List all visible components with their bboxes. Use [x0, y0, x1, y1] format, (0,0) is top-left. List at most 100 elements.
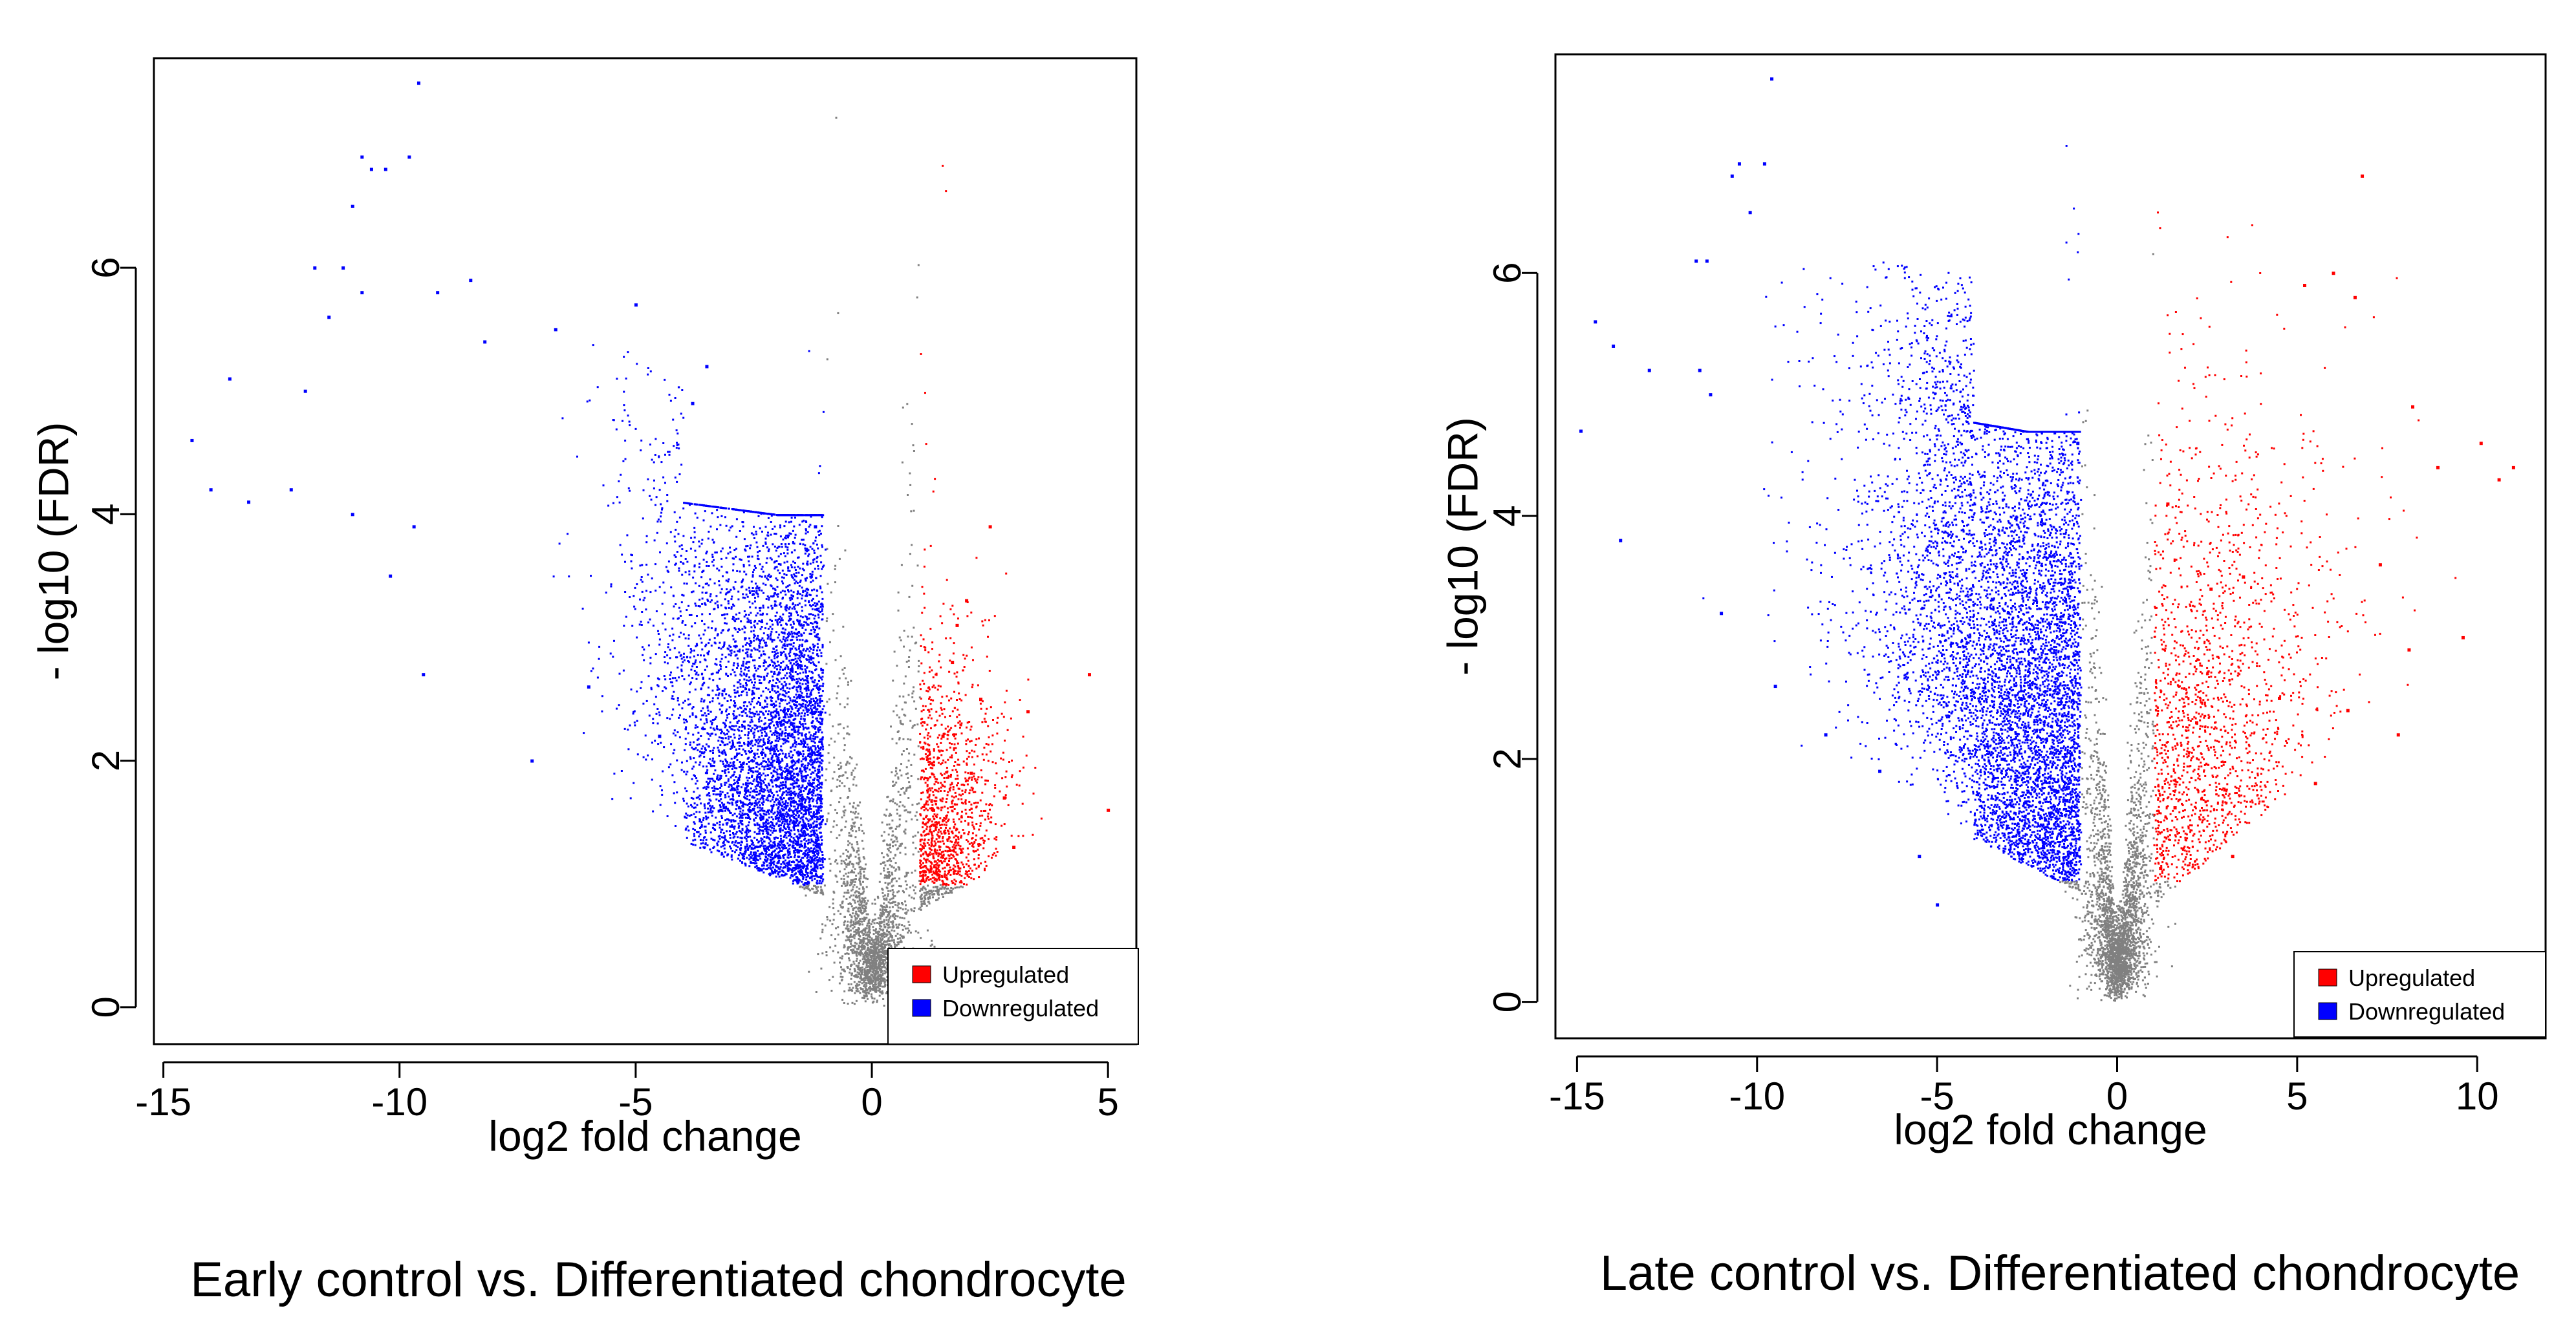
legend-swatch — [912, 999, 931, 1017]
legend-label: Upregulated — [942, 961, 1069, 988]
legend-swatch — [912, 965, 931, 983]
x-tick-label: 10 — [2456, 1075, 2499, 1118]
x-tick-label: -5 — [1920, 1075, 1954, 1118]
x-axis-title: log2 fold change — [1894, 1106, 2207, 1153]
data-point-downregulated — [2044, 818, 2048, 822]
data-point-upregulated — [2407, 648, 2411, 652]
data-point-upregulated — [2166, 502, 2170, 506]
data-point-downregulated — [407, 155, 411, 159]
data-point-upregulated — [2511, 465, 2515, 469]
data-point-upregulated — [2378, 563, 2382, 567]
series-downregulated — [1579, 77, 2080, 907]
data-point-upregulated — [2411, 405, 2415, 409]
plot-frame — [153, 57, 1138, 1045]
data-point-upregulated — [2479, 442, 2483, 445]
data-point-upregulated — [2461, 636, 2465, 639]
data-point-downregulated — [412, 525, 416, 529]
data-point-downregulated — [752, 858, 756, 862]
data-point-upregulated — [1002, 796, 1006, 800]
data-point-downregulated — [360, 155, 364, 159]
data-point-upregulated — [2173, 806, 2177, 809]
data-point-upregulated — [2313, 782, 2317, 786]
legend-label: Downregulated — [942, 995, 1099, 1021]
point-cloud — [1702, 145, 2457, 1002]
legend: Upregulated Downregulated — [2293, 951, 2546, 1038]
chart-caption: Early control vs. Differentiated chondro… — [190, 1252, 1127, 1307]
y-tick-label: 2 — [84, 750, 127, 771]
data-point-downregulated — [1594, 320, 1597, 324]
series-downregulated — [190, 81, 817, 874]
x-tick-label: -15 — [1549, 1075, 1605, 1118]
y-axis: 0 2 4 6 - log10 (FDR) — [29, 257, 137, 1018]
data-point-upregulated — [2302, 284, 2306, 288]
data-point-upregulated — [951, 661, 955, 665]
data-point-downregulated — [1579, 429, 1583, 433]
data-point-downregulated — [469, 279, 473, 283]
data-point-downregulated — [1619, 539, 1623, 542]
data-point-downregulated — [1762, 162, 1766, 166]
data-point-upregulated — [2242, 575, 2246, 579]
x-axis: -15 -10 -5 0 5 log2 fold change — [135, 1061, 1119, 1160]
data-point-downregulated — [384, 167, 387, 171]
x-tick-label: -5 — [618, 1080, 653, 1124]
data-point-downregulated — [1773, 685, 1777, 689]
data-point-downregulated — [2076, 442, 2080, 445]
data-point-downregulated — [228, 377, 232, 381]
data-point-downregulated — [1709, 393, 1713, 397]
data-point-upregulated — [2194, 721, 2198, 725]
data-point-downregulated — [799, 870, 803, 874]
data-point-downregulated — [209, 488, 213, 492]
data-point-downregulated — [313, 266, 317, 270]
data-point-upregulated — [2346, 709, 2350, 712]
data-point-upregulated — [1087, 673, 1091, 677]
data-point-downregulated — [1698, 369, 1702, 372]
data-point-upregulated — [2278, 696, 2282, 700]
data-point-downregulated — [1612, 344, 1616, 348]
data-point-downregulated — [483, 340, 487, 344]
data-point-downregulated — [327, 316, 331, 319]
data-point-downregulated — [1824, 733, 1828, 737]
chart-caption: Late control vs. Differentiated chondroc… — [1600, 1246, 2520, 1301]
data-point-upregulated — [1107, 808, 1110, 812]
data-point-upregulated — [2209, 587, 2213, 591]
data-point-downregulated — [705, 365, 709, 369]
legend-label: Downregulated — [2348, 998, 2505, 1025]
data-point-upregulated — [965, 599, 969, 603]
data-point-downregulated — [530, 759, 534, 763]
data-point-upregulated — [979, 698, 983, 701]
x-axis-title: log2 fold change — [488, 1112, 801, 1160]
data-point-downregulated — [369, 167, 373, 171]
data-point-downregulated — [190, 438, 194, 442]
x-tick-label: 0 — [861, 1080, 882, 1124]
data-point-upregulated — [2231, 855, 2235, 859]
data-point-upregulated — [1026, 710, 1030, 714]
data-point-downregulated — [1705, 259, 1709, 263]
data-point-upregulated — [1012, 846, 1016, 849]
data-point-downregulated — [417, 81, 420, 85]
data-point-downregulated — [1918, 855, 1921, 859]
data-point-downregulated — [2000, 757, 2004, 761]
data-point-downregulated — [658, 734, 662, 738]
series-upregulated — [922, 525, 1110, 874]
data-point-downregulated — [289, 488, 293, 492]
x-tick-label: -10 — [1729, 1075, 1785, 1118]
y-tick-label: 0 — [1486, 991, 1529, 1012]
data-point-downregulated — [1647, 369, 1651, 372]
data-point-downregulated — [1737, 162, 1741, 166]
point-cloud — [552, 116, 1043, 1007]
volcano-plot-1: -15 -10 -5 0 5 log2 fold change 0 2 4 6 - log10 (F… — [29, 57, 1139, 1307]
data-point-upregulated — [2159, 866, 2163, 870]
data-point-downregulated — [1730, 174, 1734, 178]
data-point-upregulated — [2497, 478, 2501, 482]
data-point-downregulated — [422, 673, 426, 677]
data-point-downregulated — [436, 291, 440, 295]
data-point-downregulated — [814, 525, 817, 529]
data-point-downregulated — [1878, 769, 1882, 773]
data-point-downregulated — [1694, 259, 1698, 263]
x-axis: -15 -10 -5 0 5 10 log2 fold change — [1549, 1055, 2499, 1153]
data-point-downregulated — [303, 389, 307, 393]
data-point-downregulated — [1936, 903, 1940, 907]
x-tick-label: -10 — [371, 1080, 428, 1124]
y-tick-label: 0 — [84, 996, 127, 1018]
data-point-downregulated — [351, 513, 354, 517]
